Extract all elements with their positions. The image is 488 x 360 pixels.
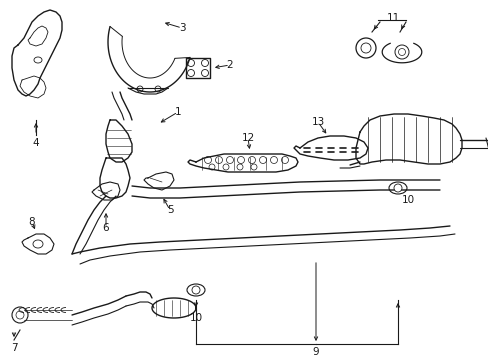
Text: 10: 10	[401, 195, 414, 205]
Text: 5: 5	[166, 205, 173, 215]
Text: 6: 6	[102, 223, 109, 233]
Text: 1: 1	[174, 107, 181, 117]
Circle shape	[192, 286, 200, 294]
Text: 2: 2	[226, 60, 233, 70]
Text: 9: 9	[312, 347, 319, 357]
Text: 4: 4	[33, 138, 39, 148]
Text: 12: 12	[241, 133, 254, 143]
Text: 7: 7	[11, 343, 17, 353]
Text: 10: 10	[189, 313, 202, 323]
Text: 8: 8	[29, 217, 35, 227]
Text: 3: 3	[178, 23, 185, 33]
Circle shape	[393, 184, 401, 192]
Text: 13: 13	[311, 117, 324, 127]
Text: 11: 11	[386, 13, 399, 23]
